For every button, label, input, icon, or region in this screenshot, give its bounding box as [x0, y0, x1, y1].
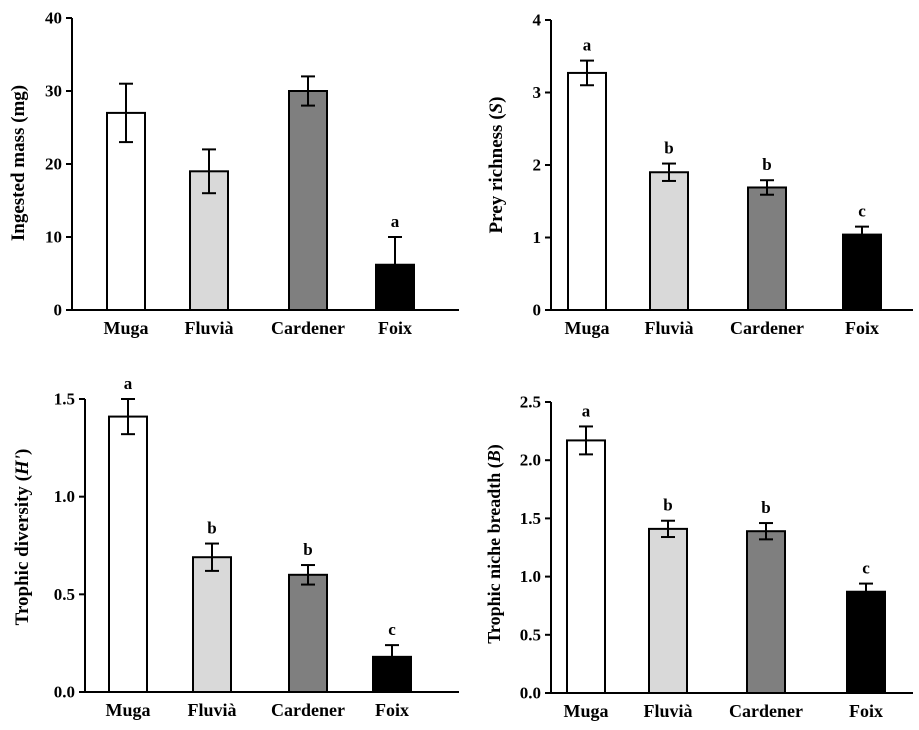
significance-letter: b — [762, 155, 771, 174]
y-tick-label: 0.0 — [54, 683, 75, 702]
significance-letter: c — [388, 620, 396, 639]
x-category-label: Foix — [375, 700, 409, 720]
y-axis-label-suffix: ) — [484, 444, 505, 450]
x-category-label: Muga — [104, 318, 149, 338]
x-category-label: Fluvià — [184, 318, 233, 338]
significance-letter: b — [207, 519, 216, 538]
significance-letter: b — [303, 540, 312, 559]
y-axis-label-symbol: S — [486, 103, 507, 114]
significance-letter: b — [761, 498, 770, 517]
significance-letter: a — [124, 374, 133, 393]
y-tick-label: 1.0 — [54, 487, 75, 506]
chart-svg: Ingested mass (mg) 0 10 20 30 40 Muga Fluvià Car… — [8, 9, 459, 338]
bar-muga — [567, 71, 607, 311]
y-tick-label: 1.5 — [54, 390, 75, 409]
y-tick-label: 10 — [45, 228, 62, 247]
y-tick-label: 0.5 — [520, 625, 541, 644]
chart-svg: Prey richness (S) 0 1 2 3 4 a Muga b Fluvià b Carde… — [486, 11, 913, 338]
significance-letter: c — [862, 559, 870, 578]
y-tick-label: 0 — [533, 301, 542, 320]
bar-cardener — [288, 90, 328, 311]
bar-foix — [846, 590, 886, 694]
y-tick-label: 30 — [45, 82, 62, 101]
significance-letter: a — [582, 401, 591, 420]
bar-foix — [842, 233, 882, 312]
y-tick-label: 20 — [45, 155, 62, 174]
x-category-label: Muga — [106, 700, 151, 720]
y-tick-label: 2.0 — [520, 451, 541, 470]
bar-fluvià — [648, 527, 688, 694]
y-tick-label: 40 — [45, 9, 62, 28]
y-tick-label: 0.5 — [54, 585, 75, 604]
x-category-label: Muga — [564, 701, 609, 721]
y-axis-label-symbol: H' — [12, 455, 33, 476]
y-axis-label: Trophic niche breadth (B) — [484, 444, 505, 644]
significance-letter: a — [391, 212, 400, 231]
chart-panel-diversity: Trophic diversity (H') 0.0 0.5 1.0 1.5 a Muga b… — [0, 362, 459, 725]
y-tick-label: 1.5 — [520, 509, 541, 528]
significance-letter: b — [664, 139, 673, 158]
bar-muga — [566, 439, 606, 694]
x-category-label: Cardener — [730, 318, 804, 338]
y-tick-label: 0.0 — [520, 684, 541, 703]
y-tick-label: 0 — [54, 301, 63, 320]
y-axis-label-suffix: ) — [12, 449, 33, 455]
x-category-label: Foix — [845, 318, 879, 338]
bar-fluvià — [649, 171, 689, 311]
y-axis-label-symbol: B — [484, 450, 504, 463]
y-axis-label: Ingested mass (mg) — [8, 85, 29, 241]
y-axis-label-text: Ingested mass (mg) — [8, 85, 29, 241]
y-tick-label: 4 — [533, 11, 542, 30]
bar-muga — [108, 415, 148, 694]
y-tick-label: 2.5 — [520, 393, 541, 412]
y-axis-label: Trophic diversity (H') — [12, 449, 33, 626]
bar-cardener — [288, 573, 328, 693]
y-axis-label-text: Trophic diversity ( — [12, 475, 33, 625]
y-tick-label: 3 — [533, 83, 542, 102]
y-tick-label: 1 — [533, 228, 542, 247]
bar-muga — [106, 111, 146, 312]
y-tick-label: 2 — [533, 156, 542, 175]
x-category-label: Foix — [378, 318, 412, 338]
chart-svg: Trophic niche breadth (B) 0.0 0.5 1.0 1.5 2.0… — [484, 393, 913, 721]
chart-panel-breadth: Trophic niche breadth (B) 0.0 0.5 1.0 1.5 2.0… — [460, 362, 919, 725]
x-category-label: Fluvià — [643, 701, 692, 721]
y-axis-label-text: Prey richness ( — [486, 113, 507, 233]
y-axis-label-suffix: ) — [486, 97, 507, 103]
x-category-label: Muga — [565, 318, 610, 338]
x-category-label: Foix — [849, 701, 883, 721]
x-category-label: Cardener — [729, 701, 803, 721]
y-axis-label: Prey richness (S) — [486, 97, 507, 234]
x-category-label: Fluvià — [187, 700, 236, 720]
x-category-label: Fluvià — [644, 318, 693, 338]
significance-letter: a — [583, 36, 592, 55]
y-tick-label: 1.0 — [520, 567, 541, 586]
chart-svg: Trophic diversity (H') 0.0 0.5 1.0 1.5 a Muga b… — [12, 374, 459, 720]
chart-panel-richness: Prey richness (S) 0 1 2 3 4 a Muga b Fluvià b Carde… — [460, 0, 919, 362]
chart-panel-ingested: Ingested mass (mg) 0 10 20 30 40 Muga Fluvià Car… — [0, 0, 459, 362]
bar-cardener — [747, 186, 787, 312]
x-category-label: Cardener — [271, 700, 345, 720]
x-category-label: Cardener — [271, 318, 345, 338]
significance-letter: c — [858, 202, 866, 221]
y-axis-label-text: Trophic niche breadth ( — [484, 462, 505, 644]
significance-letter: b — [663, 496, 672, 515]
bar-cardener — [746, 530, 786, 694]
bar-fluvià — [192, 556, 232, 693]
